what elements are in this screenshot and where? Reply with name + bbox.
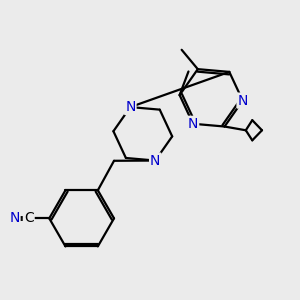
Text: N: N <box>150 154 160 167</box>
Text: N: N <box>9 212 20 225</box>
Text: N: N <box>188 117 198 131</box>
Text: C: C <box>24 212 34 225</box>
Text: N: N <box>125 100 136 114</box>
Text: N: N <box>238 94 248 108</box>
